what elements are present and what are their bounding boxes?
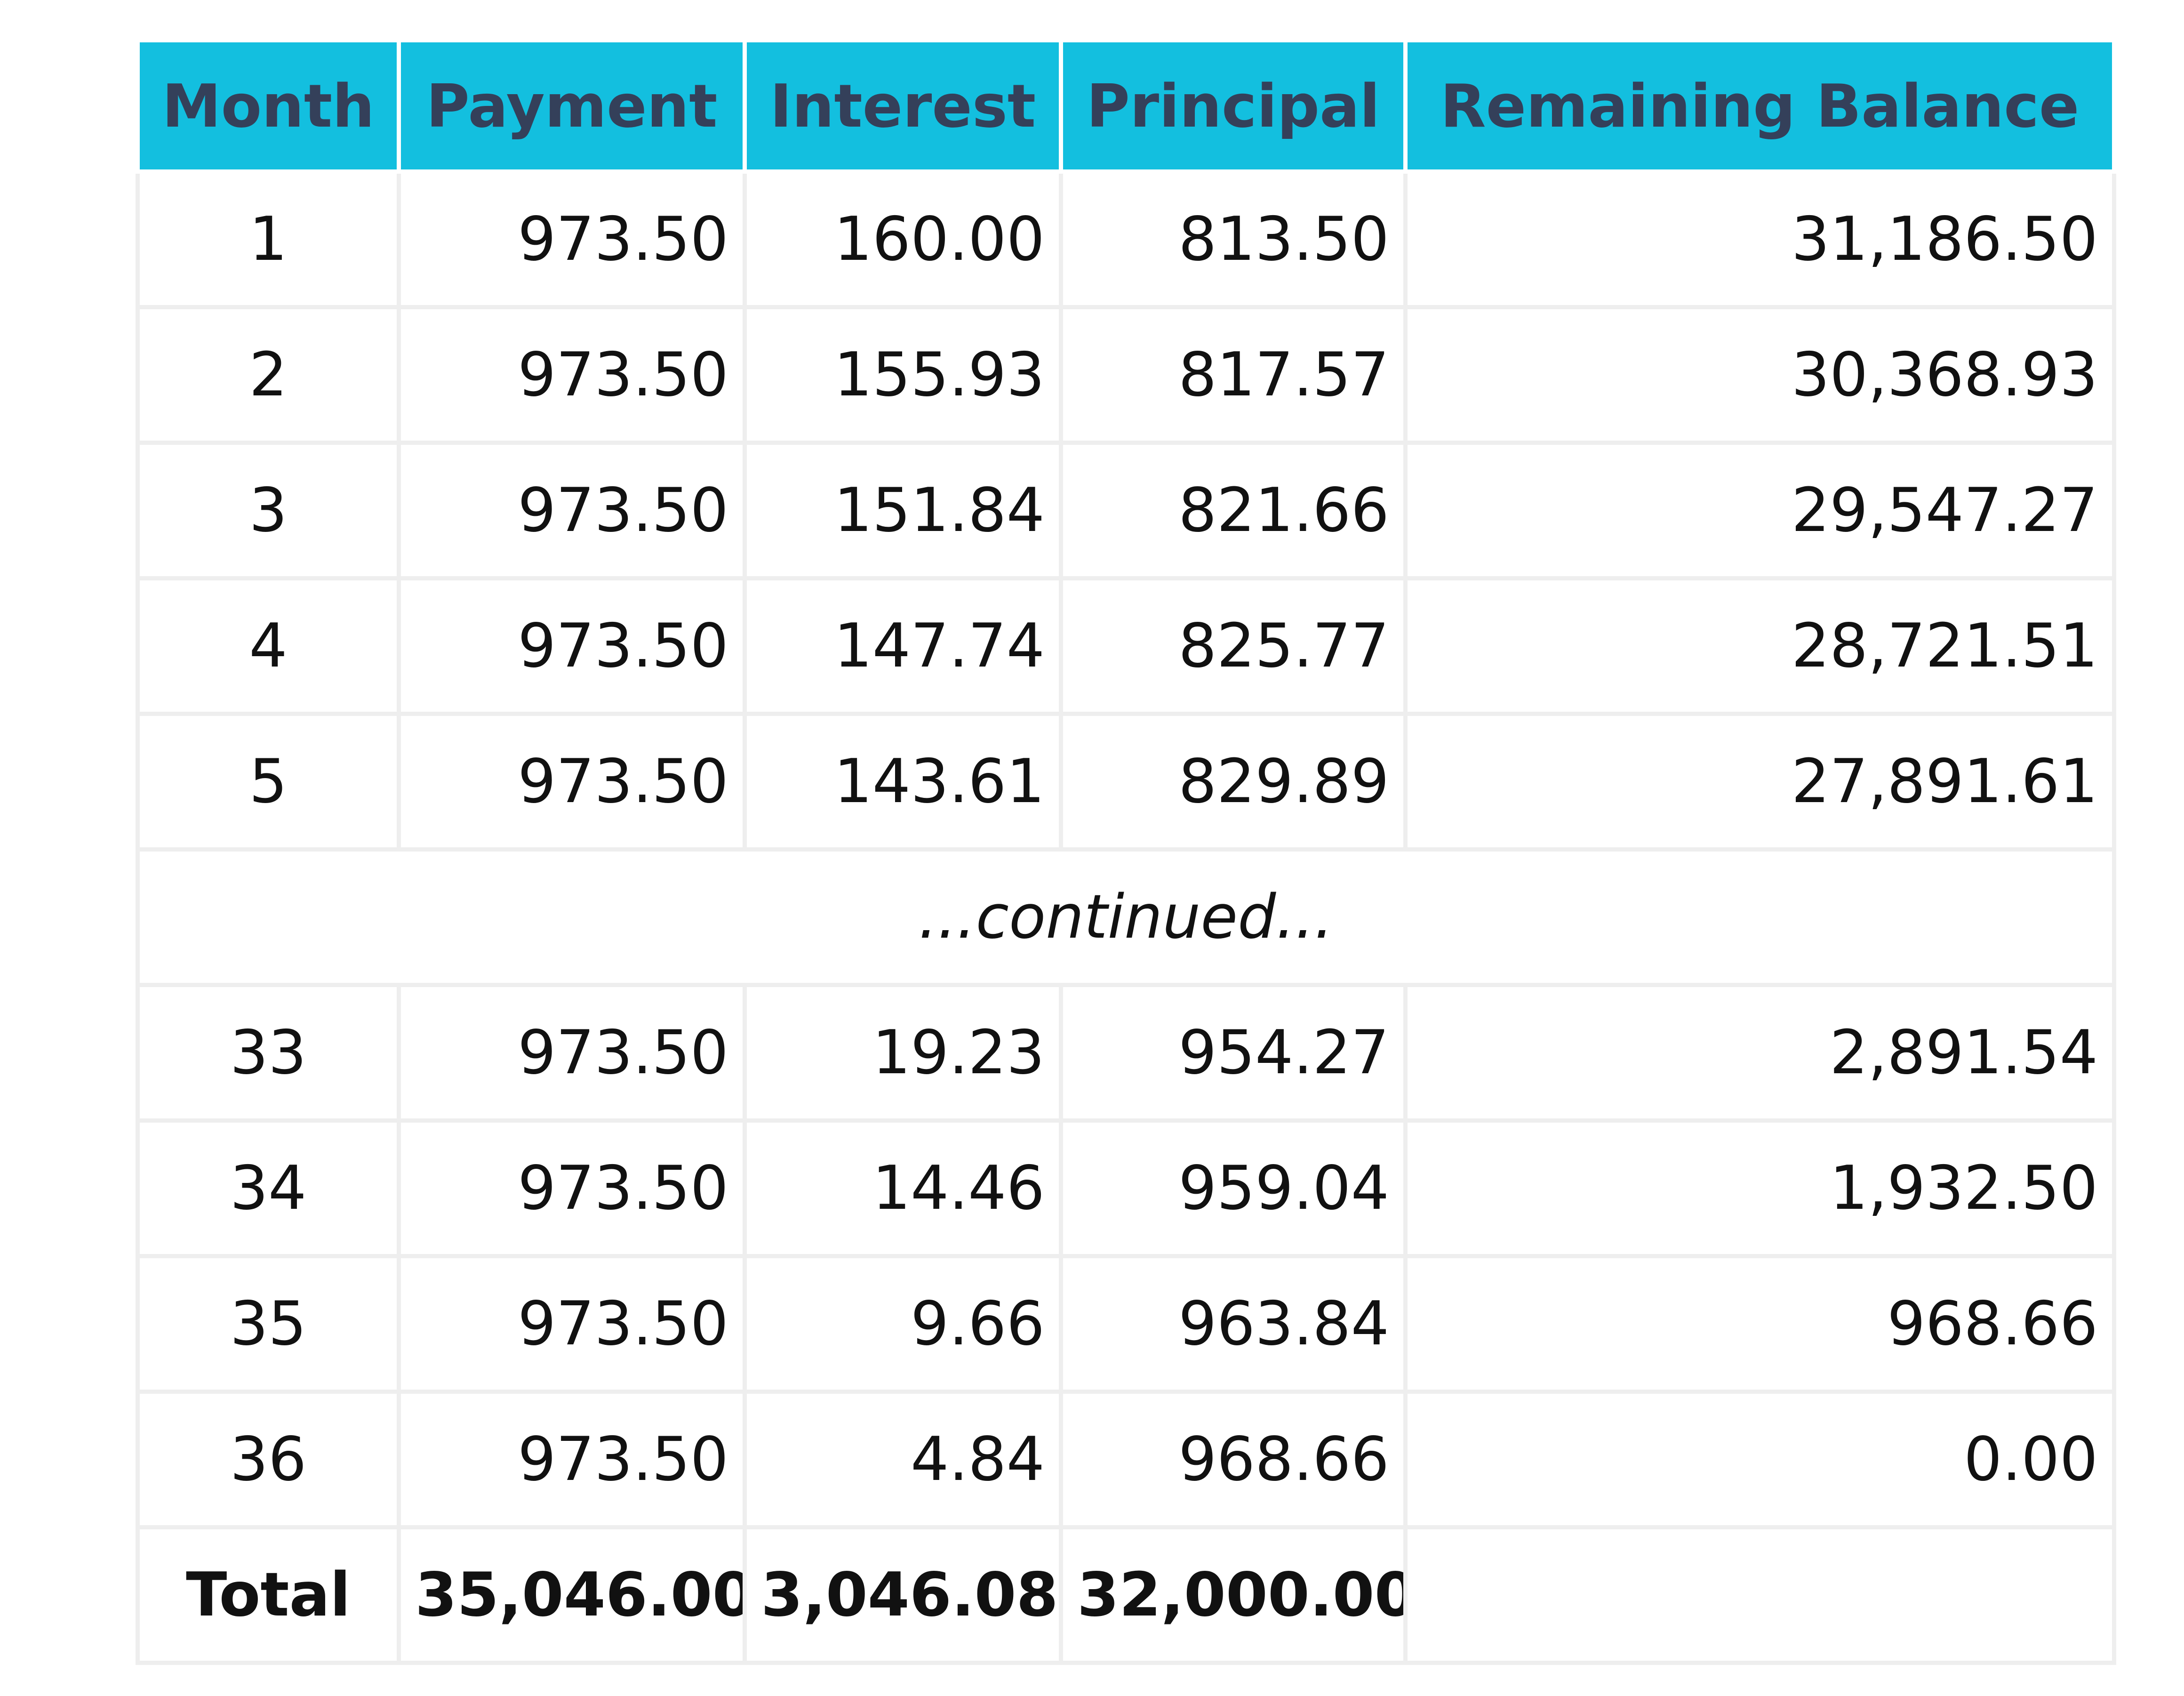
table-row: 34 973.50 14.46 959.04 1,932.50 xyxy=(136,1118,2116,1258)
cell-principal: 963.84 xyxy=(1059,1254,1408,1394)
cell-interest: 9.66 xyxy=(743,1254,1063,1394)
table-row: 35 973.50 9.66 963.84 968.66 xyxy=(136,1254,2116,1394)
cell-payment: 973.50 xyxy=(397,983,747,1123)
cell-payment: 973.50 xyxy=(397,1118,747,1258)
header-principal: Principal xyxy=(1059,38,1408,174)
cell-balance: 31,186.50 xyxy=(1403,169,2116,309)
cell-month: 2 xyxy=(136,305,401,445)
cell-principal: 954.27 xyxy=(1059,983,1408,1123)
cell-interest: 147.74 xyxy=(743,576,1063,716)
cell-principal: 829.89 xyxy=(1059,712,1408,852)
cell-payment: 973.50 xyxy=(397,1254,747,1394)
cell-balance: 28,721.51 xyxy=(1403,576,2116,716)
cell-month: 36 xyxy=(136,1390,401,1529)
cell-payment: 973.50 xyxy=(397,305,747,445)
table-row: 2 973.50 155.93 817.57 30,368.93 xyxy=(136,305,2116,445)
header-payment: Payment xyxy=(397,38,747,174)
header-month: Month xyxy=(136,38,401,174)
cell-payment: 973.50 xyxy=(397,712,747,852)
table-row: 3 973.50 151.84 821.66 29,547.27 xyxy=(136,441,2116,580)
header-interest: Interest xyxy=(743,38,1063,174)
cell-balance: 0.00 xyxy=(1403,1390,2116,1529)
cell-month: 4 xyxy=(136,576,401,716)
total-row: Total 35,046.00 3,046.08 32,000.00 xyxy=(136,1525,2116,1665)
continued-label: ...continued... xyxy=(136,847,2116,987)
cell-payment: 973.50 xyxy=(397,1390,747,1529)
total-interest: 3,046.08 xyxy=(743,1525,1063,1665)
total-label: Total xyxy=(136,1525,401,1665)
cell-principal: 825.77 xyxy=(1059,576,1408,716)
cell-balance: 1,932.50 xyxy=(1403,1118,2116,1258)
table-row: 5 973.50 143.61 829.89 27,891.61 xyxy=(136,712,2116,852)
cell-principal: 817.57 xyxy=(1059,305,1408,445)
cell-month: 1 xyxy=(136,169,401,309)
cell-interest: 19.23 xyxy=(743,983,1063,1123)
amortization-table-container: Month Payment Interest Principal Remaini… xyxy=(136,38,2116,1665)
table-row: 1 973.50 160.00 813.50 31,186.50 xyxy=(136,169,2116,309)
cell-payment: 973.50 xyxy=(397,441,747,580)
table-row: 4 973.50 147.74 825.77 28,721.51 xyxy=(136,576,2116,716)
cell-payment: 973.50 xyxy=(397,576,747,716)
cell-interest: 14.46 xyxy=(743,1118,1063,1258)
table-header-row: Month Payment Interest Principal Remaini… xyxy=(136,38,2116,174)
cell-month: 3 xyxy=(136,441,401,580)
cell-principal: 959.04 xyxy=(1059,1118,1408,1258)
header-remaining-balance: Remaining Balance xyxy=(1403,38,2116,174)
cell-balance: 2,891.54 xyxy=(1403,983,2116,1123)
cell-interest: 4.84 xyxy=(743,1390,1063,1529)
cell-principal: 968.66 xyxy=(1059,1390,1408,1529)
cell-interest: 143.61 xyxy=(743,712,1063,852)
cell-payment: 973.50 xyxy=(397,169,747,309)
cell-balance: 29,547.27 xyxy=(1403,441,2116,580)
cell-month: 34 xyxy=(136,1118,401,1258)
total-principal: 32,000.00 xyxy=(1059,1525,1408,1665)
cell-balance: 30,368.93 xyxy=(1403,305,2116,445)
cell-balance: 968.66 xyxy=(1403,1254,2116,1394)
cell-month: 5 xyxy=(136,712,401,852)
cell-balance: 27,891.61 xyxy=(1403,712,2116,852)
total-balance xyxy=(1403,1525,2116,1665)
continued-row: ...continued... xyxy=(136,847,2116,987)
cell-month: 35 xyxy=(136,1254,401,1394)
total-payment: 35,046.00 xyxy=(397,1525,747,1665)
cell-month: 33 xyxy=(136,983,401,1123)
cell-interest: 151.84 xyxy=(743,441,1063,580)
cell-interest: 160.00 xyxy=(743,169,1063,309)
table-row: 33 973.50 19.23 954.27 2,891.54 xyxy=(136,983,2116,1123)
cell-interest: 155.93 xyxy=(743,305,1063,445)
amortization-table: Month Payment Interest Principal Remaini… xyxy=(136,38,2116,1665)
cell-principal: 813.50 xyxy=(1059,169,1408,309)
cell-principal: 821.66 xyxy=(1059,441,1408,580)
table-row: 36 973.50 4.84 968.66 0.00 xyxy=(136,1390,2116,1529)
